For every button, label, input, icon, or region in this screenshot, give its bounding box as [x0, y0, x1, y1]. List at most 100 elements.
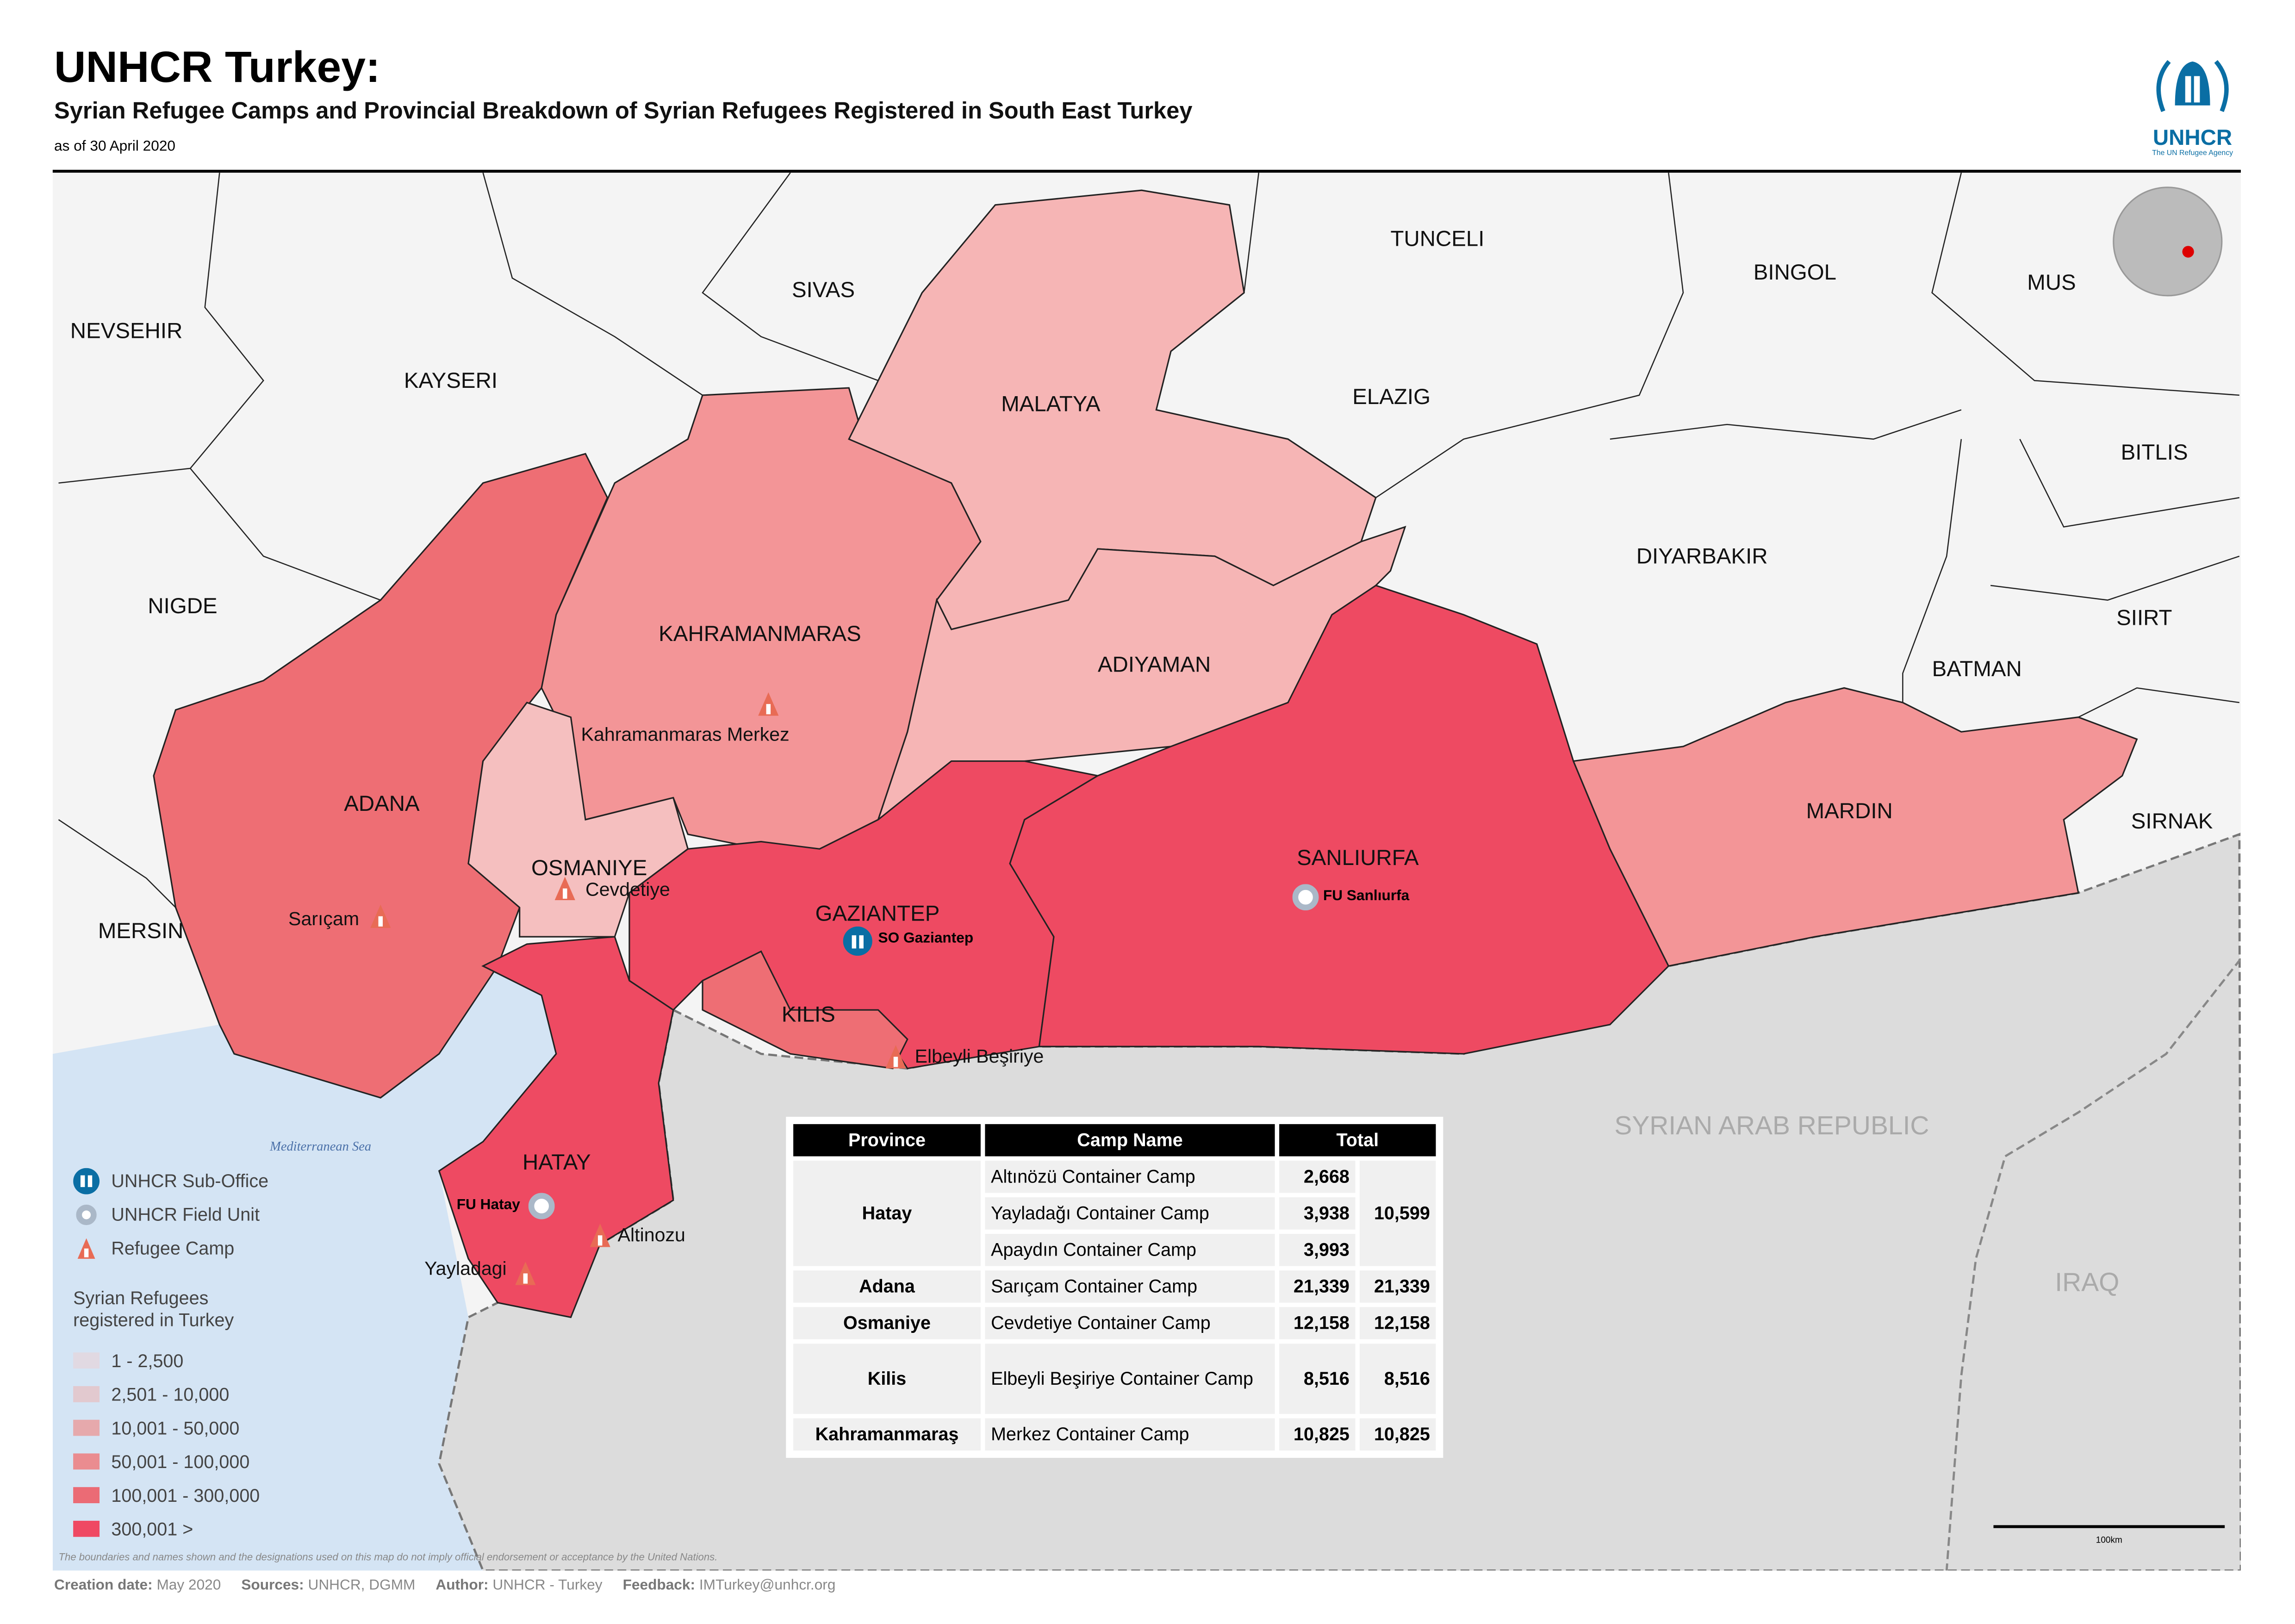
refugee-camp-icon[interactable]	[885, 1045, 906, 1069]
unhcr-sub-office-icon[interactable]	[843, 926, 872, 956]
province-label: KILIS	[781, 1002, 835, 1028]
field-unit-label: FU Sanlıurfa	[1323, 888, 1410, 905]
field-unit-icon[interactable]	[1292, 884, 1319, 911]
scale-bar: 100km	[1993, 1525, 2225, 1546]
field-unit-icon[interactable]	[528, 1193, 555, 1220]
province-label: SIIRT	[2116, 606, 2172, 631]
province-label: BITLIS	[2121, 440, 2188, 466]
province-label: ADIYAMAN	[1097, 653, 1211, 678]
page-subtitle: Syrian Refugee Camps and Provincial Brea…	[54, 100, 1193, 124]
province-label: MUS	[2027, 271, 2076, 296]
camp-label: Kahramanmaras Merkez	[581, 723, 790, 745]
camp-table: Province Camp Name Total Hatay Altınözü C…	[786, 1117, 1443, 1458]
province-label: NIGDE	[148, 594, 218, 619]
legend-label: 50,001 - 100,000	[111, 1451, 250, 1472]
camp-count-cell: 12,158	[1279, 1307, 1356, 1339]
province-label: MARDIN	[1806, 799, 1893, 824]
camp-label: Yayladagi	[424, 1257, 507, 1280]
table-header-province: Province	[793, 1124, 981, 1157]
camp-name-cell: Yayladağı Container Camp	[985, 1197, 1275, 1230]
map-legend: UNHCR Sub-Office UNHCR Field Unit Refuge…	[73, 1164, 268, 1545]
province-label: DIYARBAKIR	[1636, 544, 1768, 570]
table-header-total: Total	[1279, 1124, 1436, 1157]
province-label: GAZIANTEP	[815, 902, 940, 927]
province-total-cell: 12,158	[1360, 1307, 1436, 1339]
province-label: BINGOL	[1753, 260, 1837, 286]
legend-class: 1 - 2,500	[73, 1344, 268, 1377]
camp-count-cell: 21,339	[1279, 1270, 1356, 1303]
refugee-camp-icon[interactable]	[515, 1262, 536, 1285]
legend-swatch	[73, 1487, 100, 1503]
refugee-camp-icon[interactable]	[758, 692, 779, 716]
field-unit-icon	[76, 1204, 97, 1225]
unhcr-sub-office-icon	[73, 1167, 100, 1194]
legend-label: 100,001 - 300,000	[111, 1485, 260, 1506]
footer: Creation date: May 2020 Sources: UNHCR, …	[54, 1578, 835, 1594]
unhcr-emblem-icon	[2156, 60, 2229, 112]
legend-class: 10,001 - 50,000	[73, 1411, 268, 1445]
province-label: SIVAS	[791, 278, 855, 303]
disclaimer: The boundaries and names shown and the d…	[58, 1553, 718, 1563]
legend-class: 50,001 - 100,000	[73, 1444, 268, 1478]
country-label-syria: SYRIAN ARAB REPUBLIC	[1614, 1111, 1929, 1140]
province-label: ADANA	[344, 791, 420, 817]
logo-text: UNHCR	[2152, 125, 2233, 151]
province-label: SIRNAK	[2131, 809, 2213, 834]
legend-swatch	[73, 1520, 100, 1537]
refugee-camp-icon[interactable]	[370, 904, 391, 928]
sea-area	[52, 966, 556, 1571]
table-row: Kilis Elbeyli Beşiriye Container Camp 8,51…	[793, 1344, 1436, 1414]
legend-label: Refugee Camp	[111, 1237, 235, 1258]
footer-label: Author:	[435, 1578, 489, 1594]
legend-swatch	[73, 1352, 100, 1369]
camp-name-cell: Sarıçam Container Camp	[985, 1270, 1275, 1303]
table-row: Osmaniye Cevdetiye Container Camp 12,158 12…	[793, 1307, 1436, 1339]
camp-name-cell: Merkez Container Camp	[985, 1418, 1275, 1451]
camp-count-cell: 8,516	[1279, 1344, 1356, 1414]
globe-locator-icon	[2113, 187, 2223, 297]
province-hatay	[438, 936, 674, 1319]
table-row: Hatay Altınözü Container Camp 2,668 10,599	[793, 1160, 1436, 1266]
legend-label: UNHCR Sub-Office	[111, 1170, 269, 1191]
province-label: TUNCELI	[1390, 227, 1485, 252]
camp-name-cell: Apaydın Container Camp	[985, 1234, 1275, 1266]
footer-label: Sources:	[241, 1578, 304, 1594]
author: UNHCR - Turkey	[492, 1578, 603, 1594]
feedback-email[interactable]: IMTurkey@unhcr.org	[699, 1578, 836, 1594]
sub-office-label: SO Gaziantep	[878, 931, 974, 947]
camp-name-cell: Cevdetiye Container Camp	[985, 1307, 1275, 1339]
province-label: HATAY	[522, 1150, 591, 1176]
province-label: ELAZIG	[1352, 385, 1430, 410]
logo-tagline: The UN Refugee Agency	[2152, 149, 2233, 158]
province-mardin	[1572, 687, 2138, 967]
sea-label: Mediterranean Sea	[270, 1139, 372, 1154]
legend-class: 2,501 - 10,000	[73, 1377, 268, 1411]
table-row: Adana Sarıçam Container Camp 21,339 21,339	[793, 1270, 1436, 1303]
refugee-camp-icon[interactable]	[554, 877, 575, 900]
camp-count-cell: 10,825	[1279, 1418, 1356, 1451]
table-row: Yayladağı Container Camp 3,938	[793, 1197, 1436, 1230]
legend-label: 10,001 - 50,000	[111, 1417, 240, 1438]
province-label: KAYSERI	[404, 368, 498, 394]
province-total-cell: 8,516	[1360, 1344, 1436, 1414]
camp-name-cell: Elbeyli Beşiriye Container Camp	[985, 1344, 1275, 1414]
province-label: KAHRAMANMARAS	[659, 622, 861, 647]
turkey-locator-marker	[2182, 246, 2194, 258]
province-cell: Osmaniye	[793, 1307, 981, 1339]
camp-count-cell: 3,993	[1279, 1234, 1356, 1266]
footer-label: Feedback:	[622, 1578, 696, 1594]
legend-label: 2,501 - 10,000	[111, 1384, 230, 1405]
camp-name-cell: Altınözü Container Camp	[985, 1160, 1275, 1193]
province-cell: Kilis	[793, 1344, 981, 1414]
legend-label: 300,001 >	[111, 1518, 193, 1539]
camp-label: Elbeyli Beşiriye	[914, 1045, 1044, 1067]
legend-class: 300,001 >	[73, 1512, 268, 1546]
sources: UNHCR, DGMM	[308, 1578, 416, 1594]
creation-date: May 2020	[156, 1578, 221, 1594]
refugee-camp-icon[interactable]	[590, 1223, 610, 1247]
legend-title: Syrian Refugees registered in Turkey	[73, 1288, 234, 1331]
legend-swatch	[73, 1386, 100, 1402]
iraq-border	[1945, 958, 2241, 1571]
province-label: MERSIN	[98, 919, 184, 944]
